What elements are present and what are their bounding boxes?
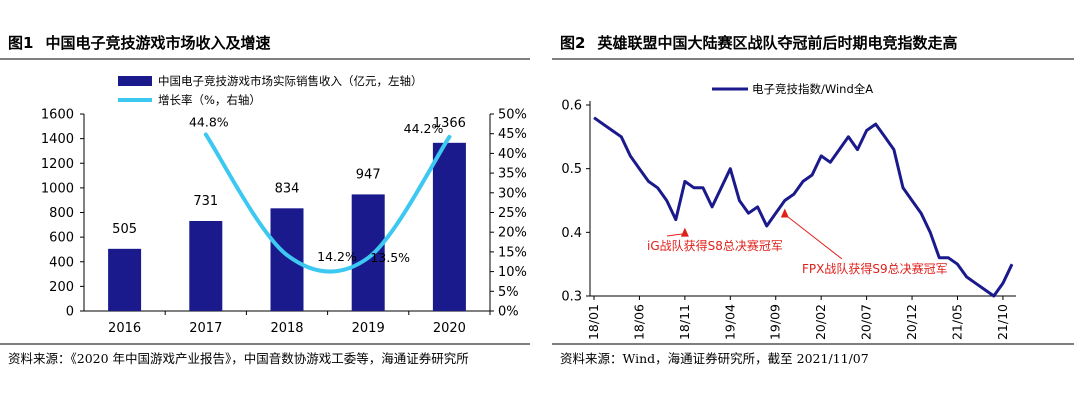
growth-rate-label: 13.5% — [370, 250, 410, 265]
right-axis-tick-label: 25% — [498, 206, 527, 221]
figure-2-chart: 电子竞技指数/Wind全A 0.3 0.4 0.5 0.6 18/01 18/06 18/11… — [561, 82, 1016, 340]
annotation-arrow-line — [784, 214, 843, 260]
y-axis-tick-label: 0.6 — [561, 99, 582, 114]
x-axis-tick-label: 21/10 — [995, 304, 1010, 340]
left-axis-tick-label: 600 — [49, 231, 74, 246]
x-axis-tick-label: 2019 — [352, 321, 385, 336]
revenue-bar-label: 505 — [112, 222, 137, 237]
revenue-bar-label: 1366 — [433, 116, 466, 131]
growth-rate-line — [203, 132, 452, 274]
right-axis-tick-label: 5% — [498, 285, 519, 300]
annotation-arrow-head — [780, 208, 789, 218]
x-axis-tick-label: 20/12 — [904, 304, 919, 340]
left-axis-tick-label: 1400 — [41, 132, 74, 147]
right-axis-tick-label: 30% — [498, 186, 527, 201]
x-axis-tick-label: 2020 — [433, 321, 466, 336]
legend-line-label: 增长率（%，右轴） — [158, 93, 261, 107]
x-axis-tick-label: 18/06 — [631, 304, 646, 340]
figure-2-panel: 图2 英雄联盟中国大陆赛区战队夺冠前后时期电竞指数走高 电子竞技指数/Wind全A… — [552, 0, 1080, 410]
x-axis-tick-label: 20/02 — [813, 304, 828, 340]
figure-1-bottom-rule — [0, 343, 530, 345]
growth-rate-label: 44.8% — [189, 114, 229, 129]
figure-1-chart: 中国电子竞技游戏市场实际销售收入（亿元，左轴） 增长率（%，右轴） 0 200 400 6… — [41, 74, 527, 336]
right-axis-tick-label: 35% — [498, 167, 527, 182]
x-axis-tick-label: 18/01 — [586, 304, 601, 340]
legend-bar-swatch — [118, 76, 152, 86]
right-axis-tick-label: 50% — [498, 108, 527, 123]
right-axis-tick-label: 45% — [498, 127, 527, 142]
figure-1-number: 图1 — [8, 34, 34, 52]
right-axis-tick-label: 40% — [498, 147, 527, 162]
y-axis-tick-label: 0.3 — [561, 290, 582, 305]
revenue-bar — [351, 194, 385, 311]
figure-1-top-rule — [0, 58, 530, 60]
revenue-bar — [270, 208, 304, 311]
legend-line-label: 电子竞技指数/Wind全A — [752, 82, 873, 96]
x-axis-tick-label: 2016 — [108, 321, 141, 336]
y-axis-tick-label: 0.5 — [561, 162, 582, 177]
left-axis-tick-label: 1200 — [41, 157, 74, 172]
y-axis-tick-label: 0.4 — [561, 226, 582, 241]
figure-2-number: 图2 — [560, 34, 586, 52]
revenue-bar-label: 731 — [193, 194, 218, 209]
right-axis-tick-label: 10% — [498, 265, 527, 280]
left-axis-tick-label: 800 — [49, 206, 74, 221]
x-axis-tick-label: 2017 — [189, 321, 222, 336]
legend-bar-label: 中国电子竞技游戏市场实际销售收入（亿元，左轴） — [158, 74, 423, 88]
annotation-label: iG战队获得S8总决赛冠军 — [647, 238, 783, 253]
x-axis-tick-label: 20/07 — [859, 304, 874, 340]
index-line — [593, 116, 1014, 298]
figure-2-title-text: 英雄联盟中国大陆赛区战队夺冠前后时期电竞指数走高 — [597, 34, 958, 52]
annotation-arrow-head — [680, 227, 689, 237]
annotation-label: FPX战队获得S9总决赛冠军 — [802, 261, 948, 276]
left-axis-tick-label: 1000 — [41, 181, 74, 196]
x-axis-tick-label: 18/11 — [677, 304, 692, 340]
x-axis-tick-label: 19/09 — [768, 304, 783, 340]
left-axis-tick-label: 400 — [49, 255, 74, 270]
growth-rate-label: 44.2% — [404, 121, 444, 136]
revenue-bar — [189, 220, 223, 311]
figure-1-title-text: 中国电子竞技游戏市场收入及增速 — [45, 34, 271, 52]
x-axis-tick-label: 2018 — [270, 321, 303, 336]
right-axis-tick-label: 0% — [498, 305, 519, 320]
figure-2-source: 资料来源：Wind，海通证券研究所，截至 2021/11/07 — [560, 351, 869, 366]
left-axis-tick-label: 0 — [66, 305, 74, 320]
figure-2-top-rule — [552, 58, 1074, 60]
revenue-bar — [432, 142, 466, 311]
annotation-arrow-line — [666, 233, 685, 237]
right-axis-tick-label: 15% — [498, 245, 527, 260]
figure-1-panel: 图1 中国电子竞技游戏市场收入及增速 中国电子竞技游戏市场实际销售收入（亿元，左轴… — [0, 0, 536, 410]
left-axis-tick-label: 200 — [49, 280, 74, 295]
revenue-bar-label: 947 — [356, 167, 381, 182]
x-axis-tick-label: 21/05 — [949, 304, 964, 340]
figure-1-title: 图1 中国电子竞技游戏市场收入及增速 — [8, 32, 270, 53]
x-axis-tick-label: 19/04 — [722, 304, 737, 340]
right-axis-tick-label: 20% — [498, 226, 527, 241]
left-axis-tick-label: 1600 — [41, 108, 74, 123]
growth-rate-label: 14.2% — [317, 249, 357, 264]
figure-2-bottom-rule — [552, 343, 1074, 345]
figure-2-title: 图2 英雄联盟中国大陆赛区战队夺冠前后时期电竞指数走高 — [560, 32, 957, 53]
revenue-bar — [108, 248, 142, 311]
revenue-bar-label: 834 — [275, 181, 300, 196]
figure-1-source: 资料来源：《2020 年中国游戏产业报告》，中国音数协游戏工委等，海通证券研究所 — [8, 351, 469, 366]
